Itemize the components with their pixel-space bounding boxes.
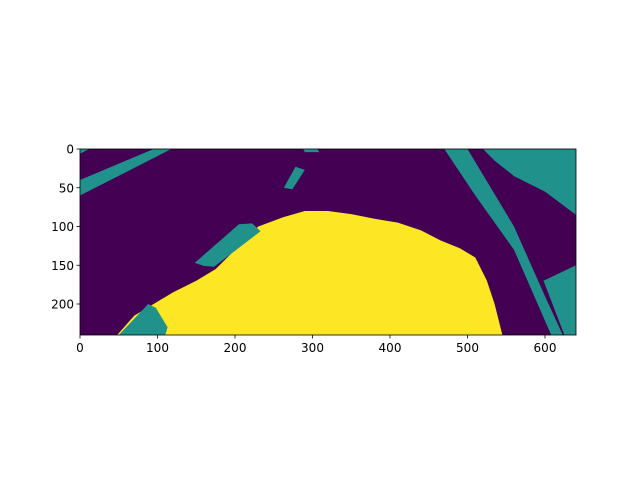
lane-marking-dash-low: [118, 304, 168, 335]
road-marking-left-stripe: [80, 149, 172, 196]
y-tick-label: 100: [51, 220, 74, 234]
drivable-area: [117, 211, 503, 335]
x-tick-label: 200: [224, 341, 247, 355]
road-marking-center-top: [303, 149, 320, 153]
x-tick-label: 300: [301, 341, 324, 355]
right-lower-band: [543, 265, 576, 335]
right-edge-band: [483, 149, 576, 215]
plot-area: [80, 149, 576, 335]
segmentation-regions: [80, 149, 576, 335]
y-tick-label: 50: [59, 181, 74, 195]
x-tick-label: 400: [379, 341, 402, 355]
x-axis: 0 100 200 300 400 500 600: [76, 335, 556, 355]
road-marking-dash-small: [283, 166, 305, 190]
right-lane-boundary: [444, 149, 563, 335]
lane-marking-dash-mid: [194, 223, 261, 267]
x-tick-label: 100: [146, 341, 169, 355]
y-tick-label: 200: [51, 298, 74, 312]
y-axis: 0 50 100 150 200: [51, 143, 80, 312]
x-tick-label: 600: [534, 341, 557, 355]
y-tick-label: 150: [51, 259, 74, 273]
y-tick-label: 0: [66, 143, 74, 157]
x-tick-label: 500: [456, 341, 479, 355]
axes-frame: [79, 148, 577, 336]
x-tick-label: 0: [76, 341, 84, 355]
road-marking-left-upper: [80, 149, 90, 154]
